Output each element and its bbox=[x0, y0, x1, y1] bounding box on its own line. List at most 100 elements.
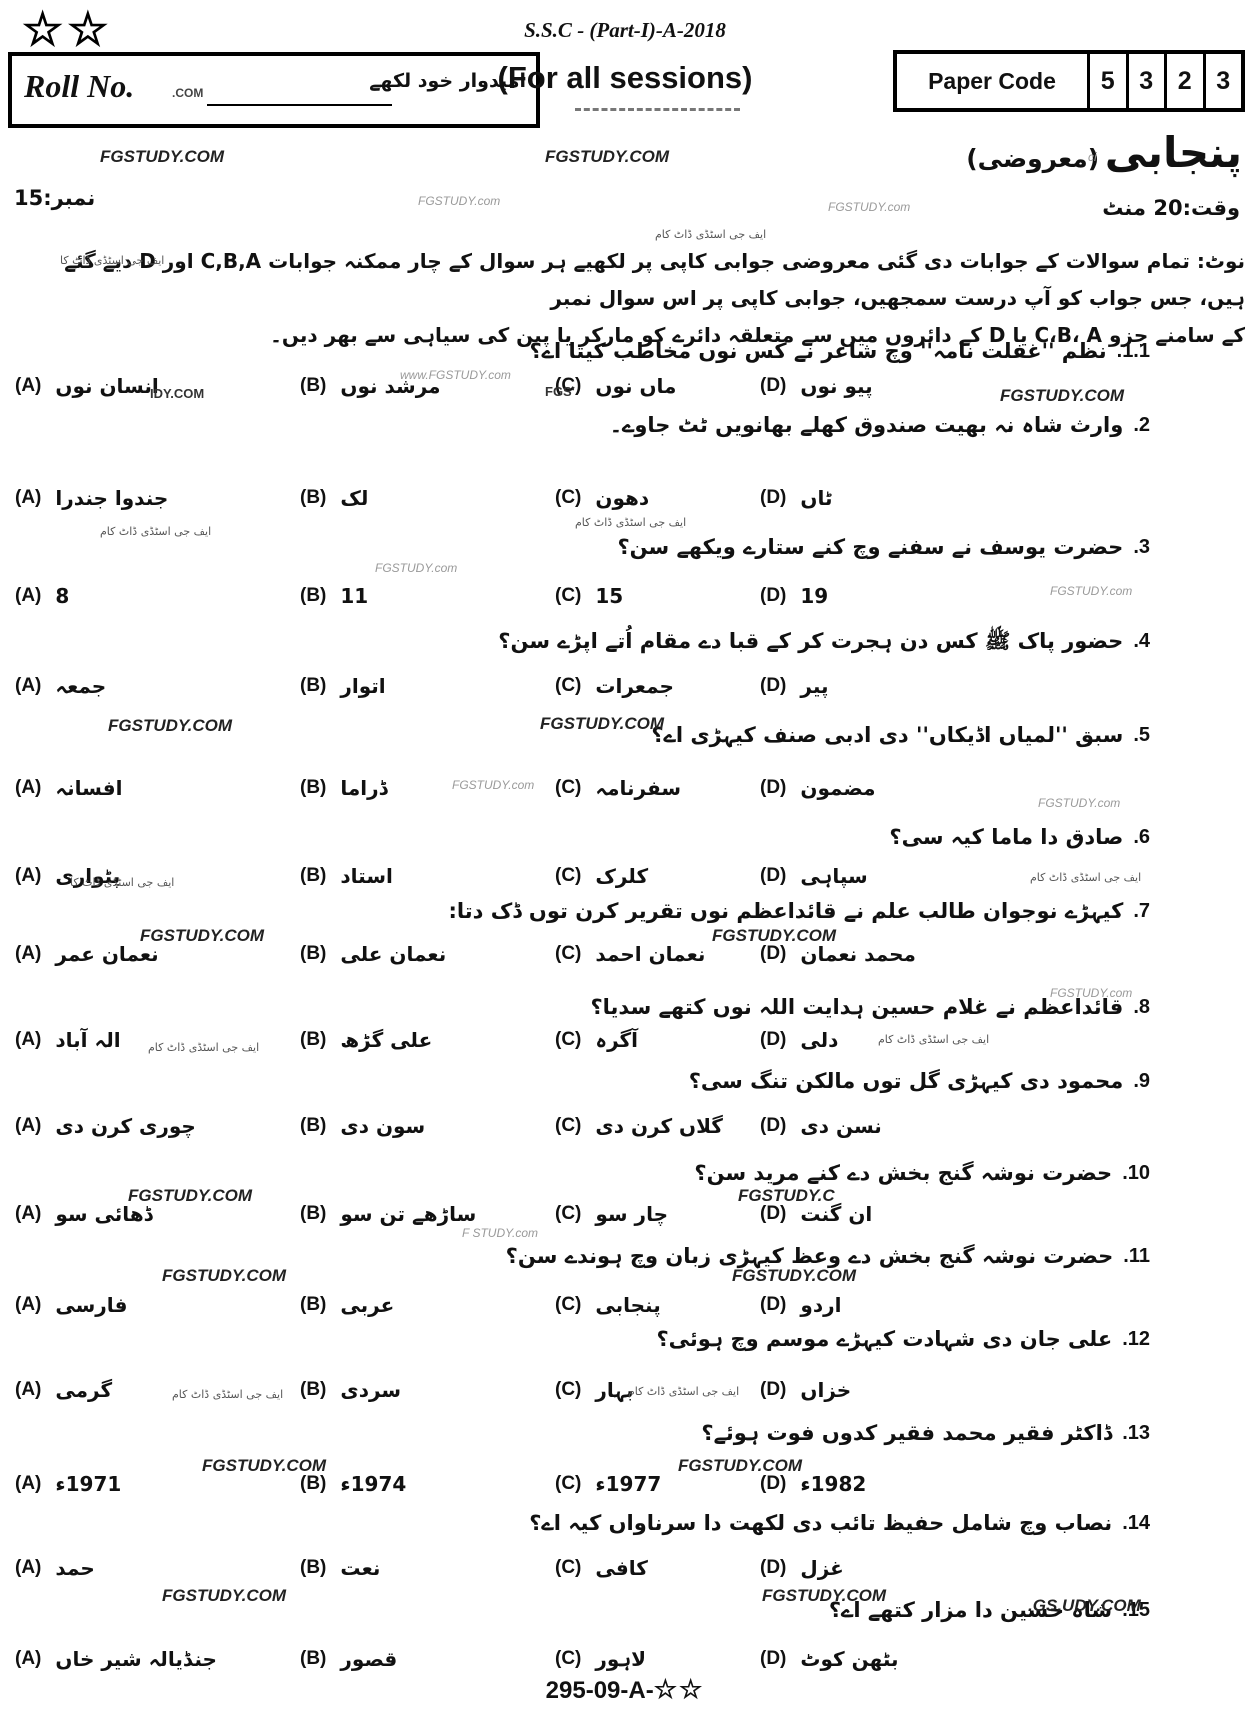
question-4: 4. حضور پاک ﷺ کس دن ہجرت کر کے قبا دے مق… bbox=[0, 626, 1250, 698]
question-line: 5. سبق ''لمیاں اڈیکاں'' دی ادبی صنف کیہڑ… bbox=[0, 720, 1250, 750]
option-label: (C) bbox=[555, 1379, 582, 1400]
question-2: 2. وارث شاہ نہ بھیت صندوق کھلے بھانویں ٹ… bbox=[0, 410, 1250, 510]
option-text: نعت bbox=[340, 1556, 381, 1580]
page-code: 295-09-A- bbox=[545, 1677, 654, 1704]
watermark: FGSTUDY.COM bbox=[732, 1266, 857, 1285]
time-allowed: وقت:20 منٹ bbox=[1102, 196, 1240, 220]
option-text: سردی bbox=[340, 1378, 402, 1402]
option-label: (A) bbox=[15, 1203, 42, 1224]
option-text: لک bbox=[340, 486, 369, 510]
watermark: FGSTUDY.C bbox=[738, 1186, 835, 1205]
question-3: 3. حضرت یوسف نے سفنے وچ کنے ستارے ویکھے … bbox=[0, 532, 1250, 608]
option-label: (B) bbox=[300, 865, 327, 886]
option-text: 1974ء bbox=[340, 1472, 407, 1496]
option-label: (C) bbox=[555, 1203, 582, 1224]
watermark: ایف جی اسٹڈی ڈاٹ کام bbox=[1030, 871, 1142, 884]
paper-code-label: Paper Code bbox=[928, 67, 1056, 94]
option-label: (B) bbox=[300, 1473, 327, 1494]
question-number: 7. bbox=[1133, 900, 1150, 922]
option-b: (B) نعمان علی bbox=[300, 942, 555, 966]
option-text: الہ آباد bbox=[55, 1028, 121, 1052]
options-row: (A) حمد (B) نعت (C) کافی (D) غزل bbox=[0, 1556, 1250, 1580]
watermark: FGSTUDY.com bbox=[375, 561, 458, 575]
option-b: (B) علی گڑھ bbox=[300, 1028, 555, 1052]
question-number: 6. bbox=[1133, 826, 1150, 848]
question-7: 7. کیہڑے نوجوان طالب علم نے قائداعظم نوں… bbox=[0, 896, 1250, 966]
option-b: (B) ڈراما bbox=[300, 776, 555, 800]
option-text: مرشد نوں bbox=[340, 374, 441, 398]
paper-code-digit: 3 bbox=[1125, 54, 1165, 108]
question-number: 4. bbox=[1133, 630, 1150, 652]
option-label: (C) bbox=[555, 487, 582, 508]
subject-name: پنجابی bbox=[1104, 128, 1242, 177]
question-9: 9. محمود دی کیہڑی گل توں مالکن تنگ سی؟ (… bbox=[0, 1066, 1250, 1138]
watermark: ایف جی اسٹڈی ڈاٹ کا bbox=[60, 254, 165, 267]
watermark: ایف جی اسٹڈی ڈاٹ کام bbox=[878, 1033, 990, 1046]
option-text: گلاں کرن دی bbox=[595, 1114, 723, 1138]
options-row: (A) جنڈیالہ شیر خاں (B) قصور (C) لاہور (D) ب… bbox=[0, 1647, 1250, 1671]
option-c: (C) لاہور bbox=[555, 1647, 760, 1671]
option-text: استاد bbox=[340, 864, 393, 888]
options-row: (A) جمعہ (B) اتوار (C) جمعرات (D) پیر bbox=[0, 674, 1250, 698]
option-text: ڈھائی سو bbox=[55, 1202, 153, 1226]
option-label: (A) bbox=[15, 1379, 42, 1400]
option-label: (D) bbox=[760, 375, 787, 396]
option-label: (A) bbox=[15, 487, 42, 508]
subject-type: (معروضی) bbox=[966, 144, 1100, 173]
question-line: 15. شاہ حسین دا مزار کتھے اے؟ bbox=[0, 1595, 1250, 1625]
question-12: 12. علی جان دی شہادت کیہڑے موسم وچ ہوئی؟… bbox=[0, 1324, 1250, 1402]
option-label: (A) bbox=[15, 375, 42, 396]
option-label: (D) bbox=[760, 943, 787, 964]
question-line: 4. حضور پاک ﷺ کس دن ہجرت کر کے قبا دے مق… bbox=[0, 626, 1250, 656]
option-text: ڈراما bbox=[340, 776, 388, 800]
option-text: عربی bbox=[340, 1293, 395, 1317]
option-text: 1971ء bbox=[55, 1472, 122, 1496]
option-label: (B) bbox=[300, 1557, 327, 1578]
option-label: (C) bbox=[555, 1557, 582, 1578]
option-label: (B) bbox=[300, 585, 327, 606]
option-text: پیو نوں bbox=[800, 374, 873, 398]
option-b: (B) عربی bbox=[300, 1293, 555, 1317]
option-label: (D) bbox=[760, 487, 787, 508]
option-c: (C) گلاں کرن دی bbox=[555, 1114, 760, 1138]
question-13: 13. ڈاکٹر فقیر محمد فقیر کدوں فوت ہوئے؟ … bbox=[0, 1418, 1250, 1496]
option-text: 19 bbox=[800, 584, 829, 608]
option-d: (D) 1982ء bbox=[760, 1472, 1250, 1496]
subject-title: پنجابی (معروضی) bbox=[966, 128, 1242, 177]
question-number: 3. bbox=[1133, 536, 1150, 558]
question-text: صادق دا ماما کیہ سی؟ bbox=[889, 825, 1124, 849]
question-text: کیہڑے نوجوان طالب علم نے قائداعظم نوں تق… bbox=[448, 899, 1124, 923]
question-line: 13. ڈاکٹر فقیر محمد فقیر کدوں فوت ہوئے؟ bbox=[0, 1418, 1250, 1448]
question-number: 9. bbox=[1133, 1070, 1150, 1092]
options-row: (A) فارسی (B) عربی (C) پنجابی (D) اردو bbox=[0, 1293, 1250, 1317]
option-label: (C) bbox=[555, 1473, 582, 1494]
option-label: (C) bbox=[555, 1029, 582, 1050]
option-c: (C) 1977ء bbox=[555, 1472, 760, 1496]
option-d: (D) محمد نعمان bbox=[760, 942, 1250, 966]
watermark: FGSTUDY.COM bbox=[100, 147, 225, 166]
question-11: 11. حضرت نوشہ گنج بخش دے وعظ کیہڑی زبان … bbox=[0, 1241, 1250, 1317]
watermark: FGSTUDY.COM bbox=[678, 1456, 803, 1475]
option-label: (D) bbox=[760, 1029, 787, 1050]
watermark: FGSTUDY.COM bbox=[712, 926, 837, 945]
question-text: محمود دی کیہڑی گل توں مالکن تنگ سی؟ bbox=[688, 1069, 1124, 1093]
options-row: (A) 8 (B) 11 (C) 15 (D) 19 bbox=[0, 584, 1250, 608]
option-text: اتوار bbox=[340, 674, 386, 698]
option-d: (D) ان گنت bbox=[760, 1202, 1250, 1226]
option-d: (D) غزل bbox=[760, 1556, 1250, 1580]
question-number: 15. bbox=[1122, 1599, 1150, 1621]
option-c: (C) چار سو bbox=[555, 1202, 760, 1226]
option-label: (A) bbox=[15, 1557, 42, 1578]
watermark: FGSTUDY.COM bbox=[1000, 386, 1125, 405]
question-number: 1.1. bbox=[1116, 340, 1150, 362]
option-b: (B) 11 bbox=[300, 584, 555, 608]
options-row: (A) چوری کرن دی (B) سون دی (C) گلاں کرن دی … bbox=[0, 1114, 1250, 1138]
options-row: (A) ڈھائی سو (B) ساڑھے تن سو (C) چار سو (D)… bbox=[0, 1202, 1250, 1226]
roll-number-urdu-note: امیدوار خود لکھے bbox=[369, 70, 526, 92]
roll-number-box: Roll No. .COM امیدوار خود لکھے bbox=[8, 52, 540, 128]
watermark: ایف جی اسٹڈی ڈاٹ کام bbox=[172, 1388, 284, 1401]
option-label: (C) bbox=[555, 943, 582, 964]
option-label: (B) bbox=[300, 487, 327, 508]
question-text: نصاب وچ شامل حفیظ تائب دی لکھت دا سرناوا… bbox=[529, 1511, 1113, 1535]
instructions-note: نوٹ: تمام سوالات کے جوابات دی گئی معروضی… bbox=[25, 243, 1245, 354]
